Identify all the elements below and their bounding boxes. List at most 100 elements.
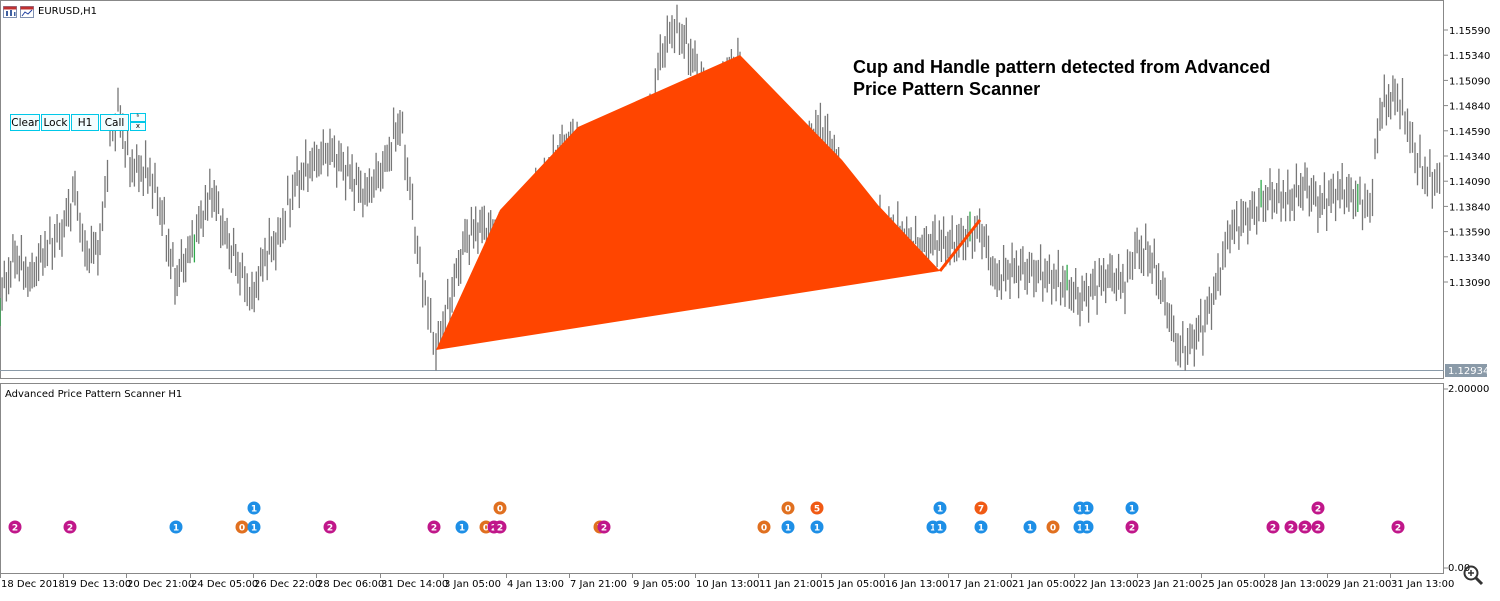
pattern-marker[interactable]: 2 [323,520,337,534]
marker-label: 2 [327,524,333,534]
current-price-label: 1.12934 [1448,366,1489,377]
marker-dot [1125,520,1139,534]
marker-label: 1 [459,524,465,534]
pattern-marker[interactable]: 1 [169,520,183,534]
marker-dot [757,520,771,534]
magnifier-icon[interactable] [1461,563,1485,587]
marker-dot [1311,501,1325,515]
price-tick-label: 1.14090 [1449,177,1490,188]
marker-dot [974,501,988,515]
handle-line [938,219,982,272]
price-tick-label: 1.15090 [1449,76,1490,87]
time-tick-label: 31 Dec 14:00 [381,579,448,590]
pattern-marker[interactable]: 2 [427,520,441,534]
time-tick-label: 16 Jan 13:00 [885,579,948,590]
price-tick-label: 1.14840 [1449,102,1490,113]
marker-dot [247,501,261,515]
marker-label: 0 [761,524,767,534]
pattern-marker[interactable]: 1 [1023,520,1037,534]
pattern-marker[interactable]: 1 [455,520,469,534]
pattern-marker[interactable]: 2 [1311,520,1325,534]
price-tick-label: 1.15590 [1449,26,1490,37]
chart-window-icon [3,6,17,18]
time-tick-label: 7 Jan 21:00 [570,579,627,590]
call-button[interactable]: Call [100,114,129,131]
marker-label: 2 [1315,524,1321,534]
panel-small-top-button[interactable]: ᵇ [130,113,146,122]
pattern-marker[interactable]: 2 [8,520,22,534]
marker-dot [427,520,441,534]
chart-type-icon [20,6,34,18]
pattern-marker[interactable]: 1 [1080,501,1094,515]
time-tick-label: 29 Jan 21:00 [1328,579,1391,590]
cup-shape [436,55,940,350]
pattern-marker[interactable]: 1 [933,501,947,515]
pattern-marker[interactable]: 2 [1266,520,1280,534]
time-tick-label: 21 Jan 05:00 [1012,579,1075,590]
pattern-annotation-line1: Cup and Handle pattern detected from Adv… [853,57,1270,77]
marker-dot [1284,520,1298,534]
pattern-marker[interactable]: 0 [757,520,771,534]
lock-button[interactable]: Lock [41,114,70,131]
cup-and-handle-pattern [436,55,982,350]
marker-label: 0 [239,524,245,534]
time-tick-label: 9 Jan 05:00 [633,579,690,590]
marker-dot [455,520,469,534]
time-tick-label: 4 Jan 13:00 [507,579,564,590]
marker-label: 0 [785,505,791,515]
pattern-marker[interactable]: 0 [1046,520,1060,534]
pattern-marker[interactable]: 0 [235,520,249,534]
marker-label: 0 [483,524,489,534]
time-tick-label: 23 Jan 21:00 [1138,579,1201,590]
marker-label: 2 [1315,505,1321,515]
pattern-marker[interactable]: 1 [1125,501,1139,515]
pattern-marker[interactable]: 1 [810,520,824,534]
marker-label: 1 [814,524,820,534]
pattern-marker[interactable]: 2 [1284,520,1298,534]
pattern-marker[interactable]: 0 [781,501,795,515]
pattern-marker[interactable]: 2 [1391,520,1405,534]
panel-close-button[interactable]: x [130,122,146,131]
marker-dot [1125,501,1139,515]
marker-label: 1 [785,524,791,534]
time-tick-label: 28 Dec 06:00 [317,579,384,590]
price-tick-label: 1.13590 [1449,228,1490,239]
pattern-marker[interactable]: 2 [1298,520,1312,534]
price-tick-label: 1.13090 [1449,278,1490,289]
pattern-marker[interactable]: 1 [781,520,795,534]
marker-dot [1080,501,1094,515]
marker-dot [247,520,261,534]
time-tick-label: 3 Jan 05:00 [444,579,501,590]
marker-label: 2 [1302,524,1308,534]
pattern-marker[interactable]: 5 [810,501,824,515]
pattern-marker[interactable]: 1 [247,501,261,515]
marker-label: 2 [1288,524,1294,534]
time-tick-label: 18 Dec 2018 [1,579,65,590]
marker-label: 1 [1027,524,1033,534]
marker-label: 1 [937,505,943,515]
pattern-marker[interactable]: 2 [1125,520,1139,534]
marker-label: 2 [1270,524,1276,534]
marker-label: 1 [1084,505,1090,515]
marker-dot [781,501,795,515]
indicator-title: Advanced Price Pattern Scanner H1 [5,389,182,400]
clear-button[interactable]: Clear [10,114,40,131]
marker-dot [1391,520,1405,534]
marker-label: 2 [601,524,607,534]
h1-button[interactable]: H1 [71,114,99,131]
pattern-marker[interactable]: 2 [63,520,77,534]
marker-label: 1 [978,524,984,534]
pattern-marker[interactable]: 1 [1080,520,1094,534]
time-tick-label: 20 Dec 21:00 [127,579,194,590]
time-tick-label: 24 Dec 05:00 [191,579,258,590]
marker-label: 1 [1077,505,1083,515]
pattern-marker[interactable]: 2 [597,520,611,534]
pattern-marker[interactable]: 0 [493,501,507,515]
pattern-marker[interactable]: 1 [933,520,947,534]
pattern-marker[interactable]: 1 [247,520,261,534]
pattern-marker[interactable]: 2 [1311,501,1325,515]
pattern-marker[interactable]: 2 [493,520,507,534]
pattern-marker[interactable]: 7 [974,501,988,515]
pattern-marker[interactable]: 1 [974,520,988,534]
